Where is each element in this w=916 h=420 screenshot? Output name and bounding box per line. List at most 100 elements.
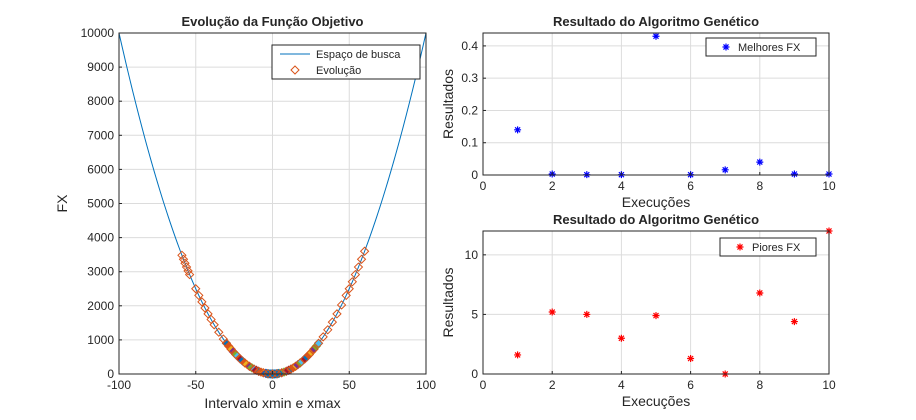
evolution-point [230,349,241,360]
y-tick-label: 0.1 [461,136,478,150]
legend: Espaço de busca Evolução [271,44,421,80]
y-tick-label: 10 [465,248,479,262]
evolution-point [177,250,187,261]
evolution-point [267,369,278,379]
legend-box [271,44,421,80]
x-tick-label: 0 [480,378,487,392]
x-tick-label: 10 [822,179,836,193]
evolution-point [184,269,195,280]
y-tick-label: 8000 [87,94,114,108]
legend-star-swatch [722,43,730,51]
x-tick-label: 0 [269,378,276,392]
y-tick-label: 2000 [87,299,114,313]
evolution-point [191,284,201,294]
evolution-point [226,344,236,354]
chart-title: Resultado do Algoritmo Genético [553,14,759,29]
axes-box [482,32,830,176]
x-tick-label: 8 [756,179,763,193]
x-tick-label: 100 [416,378,436,392]
y-tick-label: 3000 [87,265,114,279]
evolution-point [353,262,364,272]
x-axis-label: Intervalo xmin e xmax [204,395,340,411]
evolution-point [344,284,354,294]
evolution-point [332,309,342,319]
data-point [790,318,798,326]
x-tick-label: 2 [549,378,556,392]
legend: Piores FX [719,237,817,257]
y-tick-label: 9000 [87,60,114,74]
chart-1: -100 -50 0 50 100010002000300040005000600070… [54,14,436,411]
evolution-point [183,266,193,276]
data-point [617,334,625,342]
legend-entry: Evolução [316,65,361,77]
plot-area [483,33,829,175]
y-tick-label: 0 [471,168,478,182]
y-tick-label: 0 [471,367,478,381]
evolution-point [221,338,232,349]
x-tick-label: -50 [187,378,205,392]
x-tick-label: 4 [618,378,625,392]
evolution-point [341,290,351,301]
y-axis-label: Resultados [440,69,456,139]
evolution-point [244,361,255,372]
evolution-point [356,254,367,264]
evolution-point [300,354,310,364]
chart-3: 0 2 4 6 8 10 0 5 10 Resultado do Algoritmo Genéti… [440,212,836,409]
y-tick-label: 0.2 [461,103,478,117]
evolution-point [359,246,370,256]
evolution-point [350,269,361,280]
evolution-point [327,317,338,327]
x-tick-label: 2 [549,179,556,193]
evolution-point [304,349,315,360]
y-tick-label: 10000 [81,26,115,40]
data-point [721,166,729,174]
legend-box [705,37,817,57]
y-tick-label: 5000 [87,197,114,211]
axes-box [482,230,830,375]
y-tick-label: 0.3 [461,71,478,85]
x-tick-label: 10 [822,378,836,392]
y-tick-label: 4000 [87,231,114,245]
x-tick-label: -100 [107,378,131,392]
chart-2: 0 2 4 6 8 10 0 0.1 0.2 0.3 0.4 Resultado do Algorit… [440,14,836,210]
data-point [548,308,556,316]
y-tick-label: 0 [107,367,114,381]
y-tick-label: 1000 [87,333,114,347]
evolution-point [318,332,328,342]
evolution-point [336,300,347,310]
x-axis-label: Execuções [622,393,690,409]
y-axis-label: FX [54,194,70,213]
x-tick-label: 6 [687,378,694,392]
legend-entry: Espaço de busca [316,49,401,61]
data-point [652,32,660,40]
y-tick-label: 6000 [87,162,114,176]
data-point [756,289,764,297]
evolution-point [281,366,292,376]
evolution-point [214,327,224,337]
evolution-point [313,338,324,349]
x-tick-label: 8 [756,378,763,392]
evolution-point [194,290,204,301]
evolution-point [272,368,282,379]
legend-diamond-swatch [290,65,300,75]
x-axis-label: Execuções [622,194,690,210]
y-tick-label: 0.4 [461,39,478,53]
y-tick-label: 5 [471,307,478,321]
evolution-point [197,297,207,307]
x-tick-label: 0 [480,179,487,193]
x-tick-label: 50 [343,378,357,392]
data-point [514,126,522,134]
chart-title: Evolução da Função Objetivo [181,14,363,29]
evolution-point [277,368,287,378]
data-point [756,158,764,166]
evolution-point [249,364,259,374]
legend-entry: Melhores FX [738,42,801,54]
data-point [583,310,591,318]
legend-star-swatch [736,243,744,251]
x-tick-label: 4 [618,179,625,193]
evolution-point [178,254,189,264]
y-tick-label: 7000 [87,128,114,142]
evolution-point [180,258,190,268]
data-point [790,170,798,178]
